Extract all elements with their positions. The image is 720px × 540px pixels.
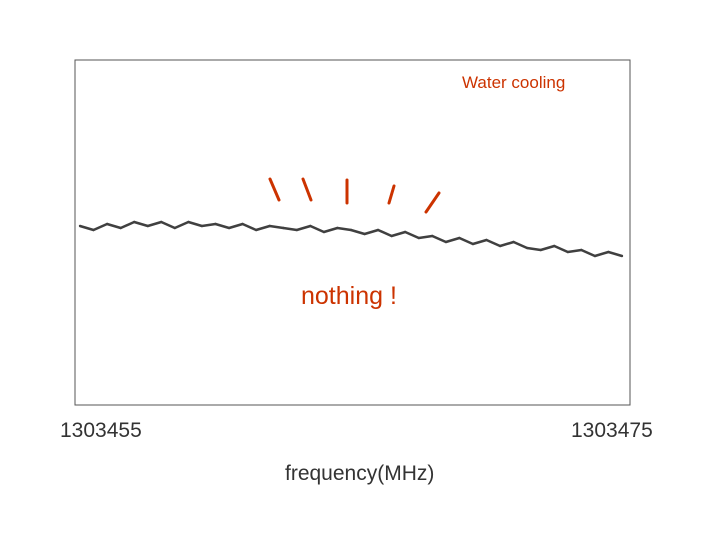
data-point: [417, 236, 420, 240]
data-point: [214, 222, 217, 226]
data-point: [187, 220, 190, 224]
data-point: [119, 226, 122, 230]
emphasis-stroke-1: [268, 177, 281, 202]
data-point: [336, 226, 339, 230]
data-point: [566, 250, 569, 254]
data-point: [471, 242, 475, 246]
data-point: [485, 238, 488, 242]
data-point: [254, 228, 258, 232]
emphasis-strokes: [268, 177, 441, 214]
data-point: [173, 226, 176, 230]
data-point: [309, 224, 312, 228]
x-tick-label-max: 1303475: [571, 419, 653, 442]
data-point: [282, 226, 285, 230]
legend-label: Water cooling: [462, 73, 565, 92]
x-axis-label: frequency(MHz): [285, 462, 434, 485]
data-point: [390, 234, 393, 238]
x-tick-label-min: 1303455: [60, 419, 142, 442]
data-point: [525, 246, 529, 250]
data-point: [160, 220, 163, 224]
annotation-nothing: nothing !: [301, 282, 397, 310]
data-point: [553, 244, 556, 248]
emphasis-stroke-5: [424, 191, 441, 214]
data-point: [268, 224, 271, 228]
data-point: [498, 244, 502, 248]
data-point: [92, 228, 95, 232]
data-point: [295, 228, 298, 232]
data-point: [241, 222, 244, 226]
data-point: [580, 248, 583, 252]
data-point: [458, 236, 461, 240]
data-point: [349, 228, 353, 232]
data-point: [444, 240, 448, 244]
data-point: [78, 224, 82, 228]
data-point: [620, 254, 624, 258]
data-point: [363, 232, 366, 236]
data-point: [200, 224, 204, 228]
emphasis-stroke-4: [387, 184, 396, 205]
data-point: [133, 220, 136, 224]
data-point: [607, 250, 610, 254]
emphasis-stroke-2: [301, 177, 313, 202]
data-point: [431, 234, 434, 238]
data-point: [376, 228, 380, 232]
plot-frame: [74, 59, 631, 406]
data-point: [146, 224, 149, 228]
data-point: [593, 254, 597, 258]
data-point: [322, 230, 326, 234]
data-point: [512, 240, 515, 244]
data-point: [539, 248, 542, 252]
data-point: [105, 222, 109, 226]
data-point: [227, 226, 231, 230]
series-points: [78, 220, 624, 258]
data-point: [404, 230, 407, 234]
